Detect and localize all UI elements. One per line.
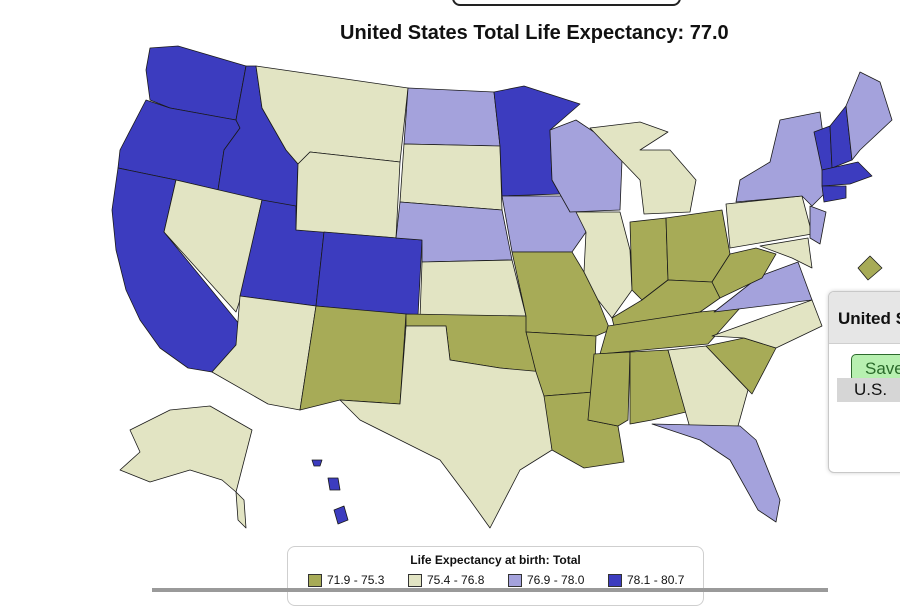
us-map: [111, 45, 893, 529]
horizontal-scrollbar[interactable]: [152, 588, 828, 592]
legend-label: 78.1 - 80.7: [627, 573, 685, 587]
state-west-virginia[interactable]: [711, 247, 777, 299]
state-new-jersey[interactable]: [809, 205, 827, 245]
state-hawaii-big-island[interactable]: [333, 505, 349, 525]
state-new-york[interactable]: [735, 111, 831, 207]
legend-item: 76.9 - 78.0: [508, 573, 608, 587]
state-hawaii-oahu[interactable]: [311, 459, 323, 467]
state-alabama[interactable]: [629, 349, 687, 425]
state-maryland[interactable]: [759, 237, 813, 269]
state-virginia[interactable]: [713, 261, 813, 313]
state-new-mexico[interactable]: [299, 305, 407, 411]
state-maine[interactable]: [845, 71, 893, 161]
state-georgia[interactable]: [667, 345, 749, 429]
state-florida[interactable]: [651, 423, 781, 523]
state-tennessee[interactable]: [599, 307, 741, 355]
state-delaware[interactable]: [857, 255, 883, 281]
state-nevada[interactable]: [163, 179, 263, 313]
state-detail-popup: United S Save U.S.: [828, 291, 900, 473]
legend-label: 76.9 - 78.0: [527, 573, 585, 587]
legend-swatch: [508, 573, 522, 587]
legend-item: 78.1 - 80.7: [608, 573, 708, 587]
popup-header: United S: [829, 292, 900, 344]
state-colorado[interactable]: [315, 231, 423, 317]
state-connecticut[interactable]: [821, 185, 847, 203]
state-michigan[interactable]: [589, 121, 697, 215]
state-iowa[interactable]: [501, 195, 587, 253]
legend-swatch: [608, 573, 622, 587]
state-texas[interactable]: [339, 325, 553, 529]
state-alaska-panhandle[interactable]: [235, 491, 247, 529]
legend-label: 75.4 - 76.8: [427, 573, 485, 587]
legend-swatch: [308, 573, 322, 587]
state-north-dakota[interactable]: [403, 87, 501, 147]
map-title: United States Total Life Expectancy: 77.…: [340, 22, 729, 44]
legend-item: 75.4 - 76.8: [408, 573, 508, 587]
state-kansas[interactable]: [419, 259, 527, 319]
state-massachusetts[interactable]: [821, 161, 873, 187]
legend-item: 71.9 - 75.3: [308, 573, 408, 587]
state-north-carolina[interactable]: [711, 299, 823, 349]
state-alaska[interactable]: [119, 405, 253, 493]
state-mississippi[interactable]: [587, 351, 631, 427]
state-south-dakota[interactable]: [399, 143, 503, 211]
legend-swatch: [408, 573, 422, 587]
legend: Life Expectancy at birth: Total 71.9 - 7…: [287, 546, 704, 606]
state-wyoming[interactable]: [295, 151, 401, 239]
state-hawaii-maui[interactable]: [327, 477, 341, 491]
legend-title: Life Expectancy at birth: Total: [410, 553, 581, 567]
legend-label: 71.9 - 75.3: [327, 573, 385, 587]
popup-us-row[interactable]: U.S.: [837, 378, 900, 402]
